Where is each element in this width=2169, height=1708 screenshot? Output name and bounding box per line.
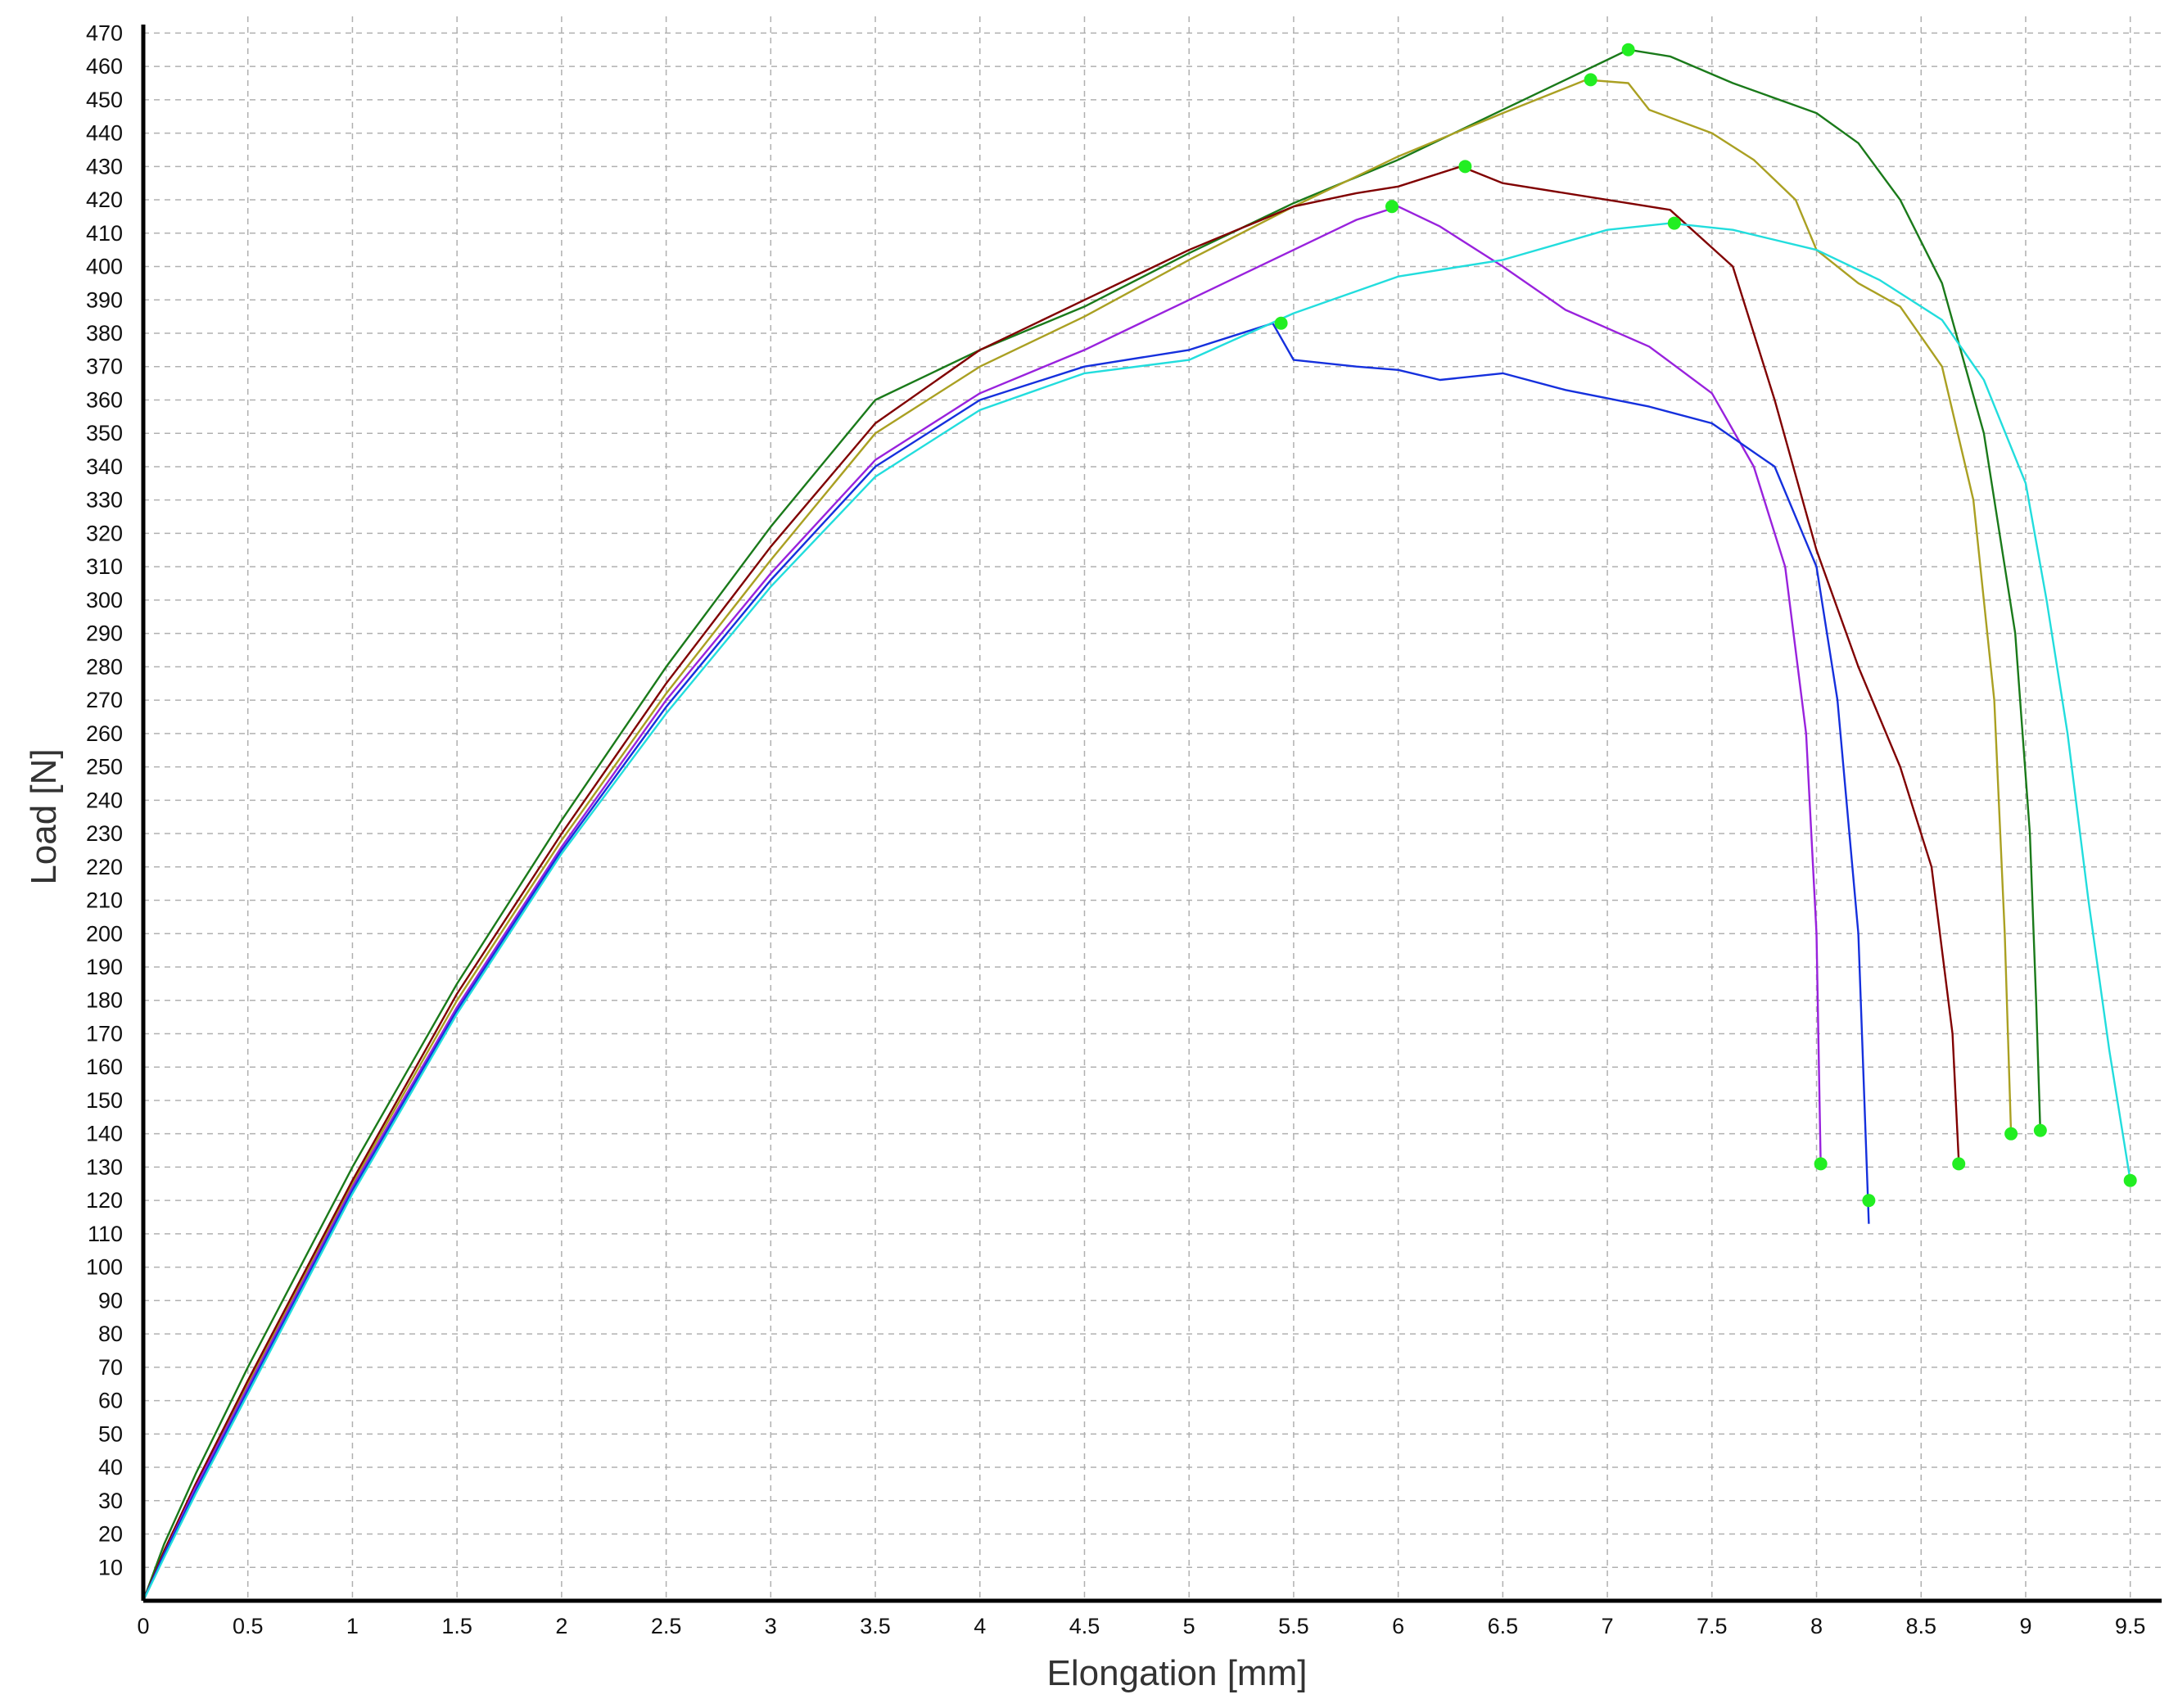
y-tick-label: 270: [86, 688, 123, 712]
y-tick-label: 110: [88, 1222, 123, 1246]
y-tick-label: 20: [98, 1522, 123, 1547]
y-tick-label: 100: [86, 1255, 123, 1280]
series-line-5: [142, 322, 1870, 1602]
x-tick-label: 4: [974, 1614, 986, 1638]
y-tick-label: 310: [86, 554, 123, 579]
y-tick-label: 260: [86, 721, 123, 746]
x-tick-label: 0: [137, 1614, 149, 1638]
y-tick-label: 180: [86, 988, 123, 1013]
x-tick-label: 6.5: [1488, 1614, 1519, 1638]
x-axis-title: Elongation [mm]: [1047, 1653, 1308, 1693]
y-tick-label: 380: [86, 321, 123, 346]
y-tick-label: 10: [98, 1555, 123, 1579]
x-tick-label: 8: [1810, 1614, 1823, 1638]
data-point-marker: [1584, 73, 1597, 87]
y-tick-label: 330: [86, 488, 123, 513]
y-tick-label: 410: [86, 221, 123, 246]
y-tick-label: 220: [86, 855, 123, 879]
y-tick-label: 240: [86, 788, 123, 812]
data-point-marker: [2004, 1127, 2018, 1141]
data-point-marker: [2123, 1173, 2137, 1187]
x-tick-label: 3: [765, 1614, 777, 1638]
y-tick-label: 170: [86, 1021, 123, 1046]
x-tick-label: 0.5: [233, 1614, 264, 1638]
y-tick-label: 160: [86, 1055, 123, 1079]
x-tick-label: 9: [2019, 1614, 2031, 1638]
x-tick-label: 7: [1602, 1614, 1614, 1638]
x-tick-label: 6: [1392, 1614, 1404, 1638]
y-tick-label: 280: [86, 654, 123, 679]
data-point-marker: [1458, 160, 1472, 174]
grid: [143, 16, 2162, 1601]
y-tick-label: 350: [86, 421, 123, 445]
y-tick-label: 370: [86, 355, 123, 379]
y-tick-label: 80: [98, 1322, 123, 1346]
y-tick-label: 340: [86, 454, 123, 479]
y-tick-label: 250: [86, 755, 123, 779]
data-point-marker: [1862, 1194, 1876, 1208]
y-tick-label: 210: [86, 888, 123, 913]
y-tick-label: 60: [98, 1389, 123, 1413]
data-point-marker: [1385, 200, 1399, 214]
x-tick-label: 9.5: [2115, 1614, 2146, 1638]
y-tick-label: 40: [98, 1455, 123, 1480]
x-tick-label: 5.5: [1278, 1614, 1309, 1638]
tick-labels: 0 0.5 1 1.5 2 2.5 3 3.5 4 4.5 5 5.5 6 6.5 7 7.5 8 8.5 9 9.5…: [86, 20, 2146, 1638]
y-tick-label: 450: [86, 88, 123, 112]
y-tick-label: 320: [86, 521, 123, 545]
y-tick-label: 90: [98, 1288, 123, 1313]
y-tick-label: 230: [86, 821, 123, 846]
data-point-marker: [1667, 216, 1681, 230]
series-line-1: [142, 48, 2041, 1602]
x-tick-label: 2: [555, 1614, 567, 1638]
y-tick-label: 420: [86, 188, 123, 212]
x-tick-label: 1.5: [441, 1614, 472, 1638]
x-tick-label: 2.5: [651, 1614, 682, 1638]
x-tick-label: 4.5: [1069, 1614, 1100, 1638]
data-point-marker: [1621, 43, 1635, 56]
series-line-2: [142, 79, 2013, 1602]
x-tick-label: 7.5: [1697, 1614, 1728, 1638]
x-tick-label: 3.5: [860, 1614, 891, 1638]
y-tick-label: 470: [86, 20, 123, 45]
y-tick-label: 130: [86, 1154, 123, 1179]
y-tick-label: 300: [86, 588, 123, 612]
y-tick-label: 50: [98, 1421, 123, 1446]
y-tick-label: 200: [86, 921, 123, 946]
y-tick-label: 150: [86, 1088, 123, 1113]
y-axis-title: Load [N]: [24, 748, 64, 884]
y-tick-label: 140: [86, 1122, 123, 1146]
markers-layer: [1274, 43, 2137, 1208]
series-line-3: [142, 165, 1960, 1602]
x-tick-label: 1: [346, 1614, 359, 1638]
y-tick-label: 120: [86, 1188, 123, 1213]
data-point-marker: [2033, 1123, 2047, 1137]
y-tick-label: 390: [86, 287, 123, 312]
series-line-4: [142, 206, 1822, 1602]
data-point-marker: [1814, 1157, 1828, 1171]
y-tick-label: 400: [86, 255, 123, 279]
y-tick-label: 190: [86, 955, 123, 979]
x-tick-label: 5: [1183, 1614, 1195, 1638]
series-layer: [142, 48, 2131, 1602]
y-tick-label: 70: [98, 1355, 123, 1380]
y-tick-label: 430: [86, 154, 123, 178]
data-point-marker: [1952, 1157, 1966, 1171]
series-line-6: [142, 222, 2131, 1602]
y-tick-label: 440: [86, 121, 123, 146]
y-tick-label: 460: [86, 54, 123, 79]
x-tick-label: 8.5: [1905, 1614, 1936, 1638]
data-point-marker: [1274, 316, 1288, 330]
y-tick-label: 360: [86, 387, 123, 412]
y-tick-label: 290: [86, 621, 123, 646]
y-tick-label: 30: [98, 1489, 123, 1513]
